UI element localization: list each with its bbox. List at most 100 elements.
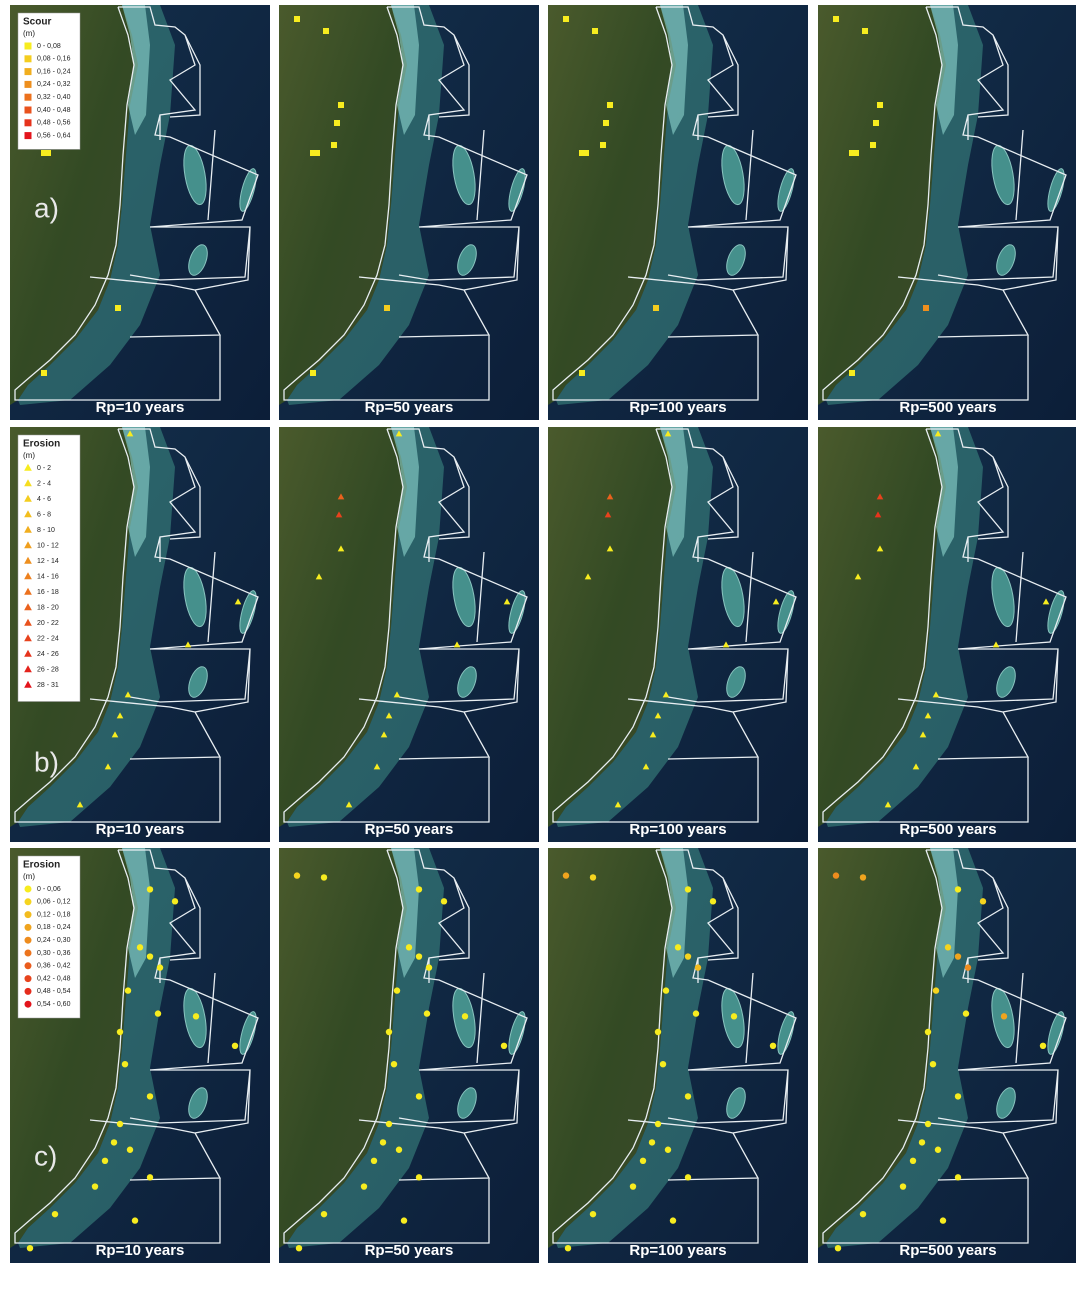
legend-item: 20 - 22	[37, 620, 59, 627]
result-marker	[655, 1029, 661, 1035]
result-marker	[653, 305, 659, 311]
result-marker	[102, 1158, 108, 1164]
panel-label: Rp=10 years	[96, 399, 185, 416]
result-marker	[695, 964, 701, 970]
result-marker	[590, 1211, 596, 1217]
result-marker	[655, 1121, 661, 1127]
legend-item: 24 - 26	[37, 651, 59, 658]
result-marker	[111, 1139, 117, 1145]
panel-label: Rp=100 years	[629, 1242, 726, 1259]
map-body	[548, 848, 808, 1263]
legend-item: 0,42 - 0,48	[37, 975, 71, 982]
result-marker	[416, 1174, 422, 1180]
legend-symbol	[25, 898, 32, 905]
result-marker	[1001, 1013, 1007, 1019]
row-label: a)	[34, 192, 59, 223]
map-panel: Rp=500 years	[818, 848, 1076, 1263]
result-marker	[849, 370, 855, 376]
result-marker	[600, 142, 606, 148]
map-panel: Rp=10 yearsb)Erosion(m)0 - 22 - 44 - 66 …	[10, 427, 270, 842]
map-panel: Rp=50 years	[279, 848, 539, 1263]
map-panel: Rp=100 years	[548, 427, 808, 842]
result-marker	[980, 898, 986, 904]
result-marker	[649, 1139, 655, 1145]
result-marker	[122, 1061, 128, 1067]
panel-label: Rp=10 years	[96, 1242, 185, 1259]
map-panel: Rp=50 years	[279, 427, 539, 842]
legend-item: 8 - 10	[37, 527, 55, 534]
map-panel: Rp=10 years c) Erosion(m)0 - 0,060,06 - 0,…	[10, 848, 270, 1263]
panel-label: Rp=500 years	[899, 821, 996, 838]
result-marker	[371, 1158, 377, 1164]
result-marker	[426, 964, 432, 970]
legend-title: Erosion	[23, 860, 60, 871]
result-marker	[52, 1211, 58, 1217]
legend-symbol	[25, 94, 32, 101]
legend-item: 0,08 - 0,16	[37, 56, 71, 63]
result-marker	[945, 944, 951, 950]
legend-item: 26 - 28	[37, 666, 59, 673]
result-marker	[590, 874, 596, 880]
result-marker	[860, 874, 866, 880]
legend-item: 4 - 6	[37, 496, 51, 503]
legend-symbol	[25, 81, 32, 88]
map-panel: Rp=100 years	[548, 848, 808, 1263]
legend-unit: (m)	[23, 872, 35, 881]
result-marker	[127, 1147, 133, 1153]
result-marker	[955, 886, 961, 892]
result-marker	[462, 1013, 468, 1019]
result-marker	[933, 987, 939, 993]
result-marker	[565, 1245, 571, 1251]
result-marker	[27, 1245, 33, 1251]
legend-item: 0,30 - 0,36	[37, 950, 71, 957]
map-body	[279, 848, 539, 1263]
result-marker	[172, 898, 178, 904]
result-marker	[563, 872, 569, 878]
result-marker	[416, 1093, 422, 1099]
legend-unit: (m)	[23, 451, 35, 460]
result-marker	[45, 150, 51, 156]
result-marker	[663, 987, 669, 993]
result-marker	[386, 1029, 392, 1035]
legend: Erosion(m)0 - 22 - 44 - 66 - 88 - 1010 -…	[18, 435, 80, 702]
result-marker	[685, 953, 691, 959]
legend-item: 0,36 - 0,42	[37, 963, 71, 970]
result-marker	[232, 1043, 238, 1049]
result-marker	[685, 1174, 691, 1180]
result-marker	[935, 1147, 941, 1153]
result-marker	[92, 1183, 98, 1189]
result-marker	[296, 1245, 302, 1251]
result-marker	[955, 1174, 961, 1180]
row-label: c)	[34, 1140, 57, 1171]
result-marker	[770, 1043, 776, 1049]
panel-label: Rp=50 years	[365, 821, 454, 838]
result-marker	[919, 1139, 925, 1145]
map-body	[818, 427, 1076, 842]
legend-item: 16 - 18	[37, 589, 59, 596]
legend-item: 6 - 8	[37, 511, 51, 518]
legend-symbol	[25, 119, 32, 126]
panel-label: Rp=50 years	[365, 399, 454, 416]
legend-symbol	[25, 68, 32, 75]
result-marker	[416, 886, 422, 892]
result-marker	[155, 1010, 161, 1016]
map-panel: Rp=10 yearsa)Scour(m)0 - 0,080,08 - 0,16…	[10, 5, 270, 420]
legend-symbol	[25, 886, 32, 893]
result-marker	[731, 1013, 737, 1019]
result-marker	[115, 305, 121, 311]
result-marker	[925, 1121, 931, 1127]
legend-symbol	[25, 962, 32, 969]
legend-item: 18 - 20	[37, 604, 59, 611]
legend-item: 0,40 - 0,48	[37, 107, 71, 114]
legend: Erosion(m)0 - 0,060,06 - 0,120,12 - 0,18…	[18, 856, 80, 1018]
legend-symbol	[25, 55, 32, 62]
result-marker	[334, 120, 340, 126]
result-marker	[323, 28, 329, 34]
legend-item: 0,54 - 0,60	[37, 1001, 71, 1008]
result-marker	[579, 370, 585, 376]
result-marker	[338, 102, 344, 108]
result-marker	[925, 1029, 931, 1035]
result-marker	[441, 898, 447, 904]
result-marker	[630, 1183, 636, 1189]
result-marker	[660, 1061, 666, 1067]
